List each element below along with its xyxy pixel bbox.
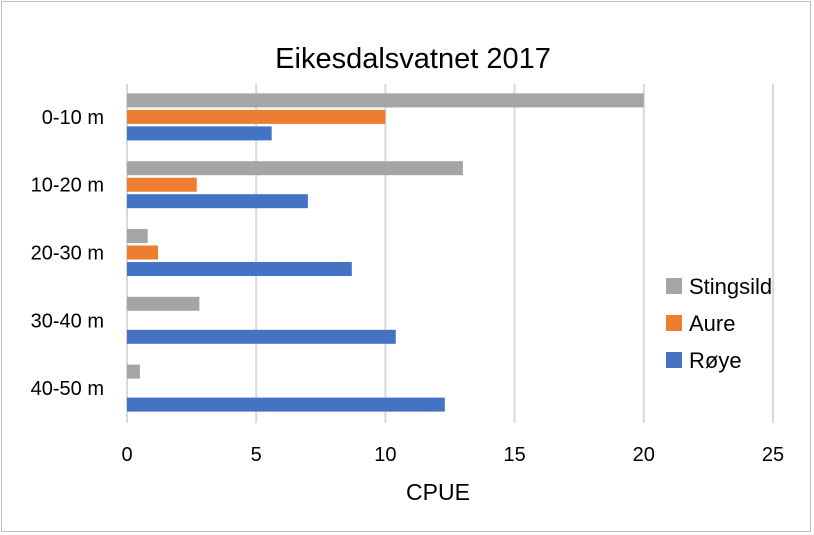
bar-stingsild-4 [127,364,140,379]
legend: Stingsild Aure Røye [666,274,772,373]
category-label: 20-30 m [31,243,104,265]
x-tick-label: 25 [762,444,784,466]
legend-swatch [666,278,682,294]
x-tick-label: 10 [374,444,396,466]
x-tick-label: 20 [633,444,655,466]
legend-label: Stingsild [689,274,772,299]
x-tick-label: 5 [251,444,262,466]
legend-swatch [666,352,682,368]
category-label: 10-20 m [31,175,104,197]
bar-r-ye-1 [127,194,308,209]
x-tick-label: 15 [503,444,525,466]
bar-aure-0 [127,109,386,124]
category-labels: 0-10 m 10-20 m 20-30 m 30-40 m 40-50 m [31,107,104,400]
bar-stingsild-3 [127,296,200,311]
category-label: 30-40 m [31,310,104,332]
legend-label: Aure [689,311,735,336]
bar-stingsild-2 [127,229,148,243]
bar-stingsild-1 [127,161,463,176]
bar-r-ye-2 [127,262,352,276]
legend-swatch [666,315,682,331]
chart-title: Eikesdalsvatnet 2017 [275,43,551,75]
x-tick-labels: 0 5 10 15 20 25 [121,444,784,466]
x-tick-label: 0 [121,444,132,466]
category-label: 0-10 m [42,107,104,129]
legend-label: Røye [689,348,742,373]
bar-aure-1 [127,177,197,192]
bar-r-ye-0 [127,126,272,141]
bar-aure-2 [127,245,159,260]
bars [127,93,644,412]
bar-stingsild-0 [127,93,644,108]
x-axis-title: CPUE [406,479,470,505]
bar-r-ye-3 [127,329,396,344]
bar-r-ye-4 [127,397,445,412]
category-label: 40-50 m [31,378,104,400]
